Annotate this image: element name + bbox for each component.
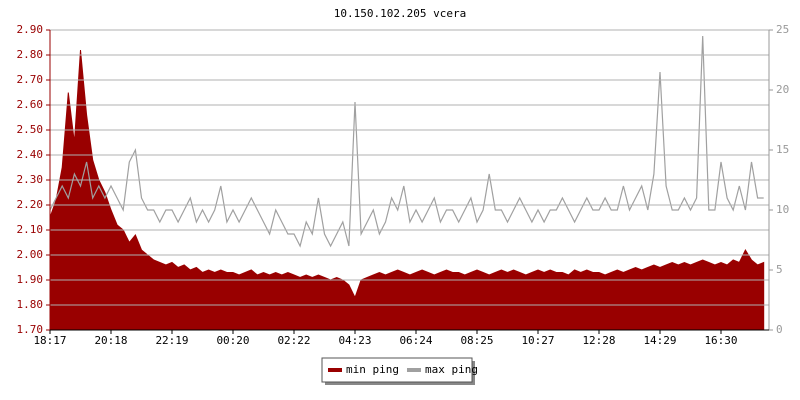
x-tick-label: 16:30 [704, 334, 737, 347]
y-tick-label: 2.80 [17, 48, 44, 61]
y-tick-label: 2.30 [17, 173, 44, 186]
y2-tick-label: 10 [776, 203, 789, 216]
y-tick-label: 2.70 [17, 73, 44, 86]
y-tick-label: 2.00 [17, 248, 44, 261]
x-tick-label: 22:19 [155, 334, 188, 347]
x-tick-label: 08:25 [460, 334, 493, 347]
x-tick-label: 18:17 [33, 334, 66, 347]
chart-title: 10.150.102.205 vcera [334, 7, 466, 20]
y2-tick-label: 15 [776, 143, 789, 156]
x-tick-label: 06:24 [399, 334, 432, 347]
legend-swatch [328, 368, 342, 372]
y-tick-label: 1.70 [17, 323, 44, 336]
x-tick-label: 04:23 [338, 334, 371, 347]
line [49, 35, 764, 248]
area [49, 49, 765, 331]
x-tick-label: 12:28 [582, 334, 615, 347]
y-tick-label: 2.60 [17, 98, 44, 111]
y-tick-label: 1.80 [17, 298, 44, 311]
legend-label: max ping [425, 363, 478, 376]
plot [49, 35, 765, 331]
x-tick-label: 20:18 [94, 334, 127, 347]
x-tick-label: 02:22 [277, 334, 310, 347]
y2-tick-label: 25 [776, 23, 789, 36]
legend-box [321, 357, 473, 383]
y-tick-label: 2.40 [17, 148, 44, 161]
y2-tick-label: 0 [776, 323, 783, 336]
y-tick-label: 1.90 [17, 273, 44, 286]
y-tick-label: 2.90 [17, 23, 44, 36]
x-tick-label: 14:29 [643, 334, 676, 347]
y-tick-label: 2.20 [17, 198, 44, 211]
x-tick-label: 10:27 [521, 334, 554, 347]
y-tick-label: 2.10 [17, 223, 44, 236]
legend-label: min ping [346, 363, 399, 376]
legend-swatch [406, 368, 421, 372]
y-tick-label: 2.50 [17, 123, 44, 136]
x-tick-label: 00:20 [216, 334, 249, 347]
y2-tick-label: 5 [776, 263, 783, 276]
y2-tick-label: 20 [776, 83, 789, 96]
